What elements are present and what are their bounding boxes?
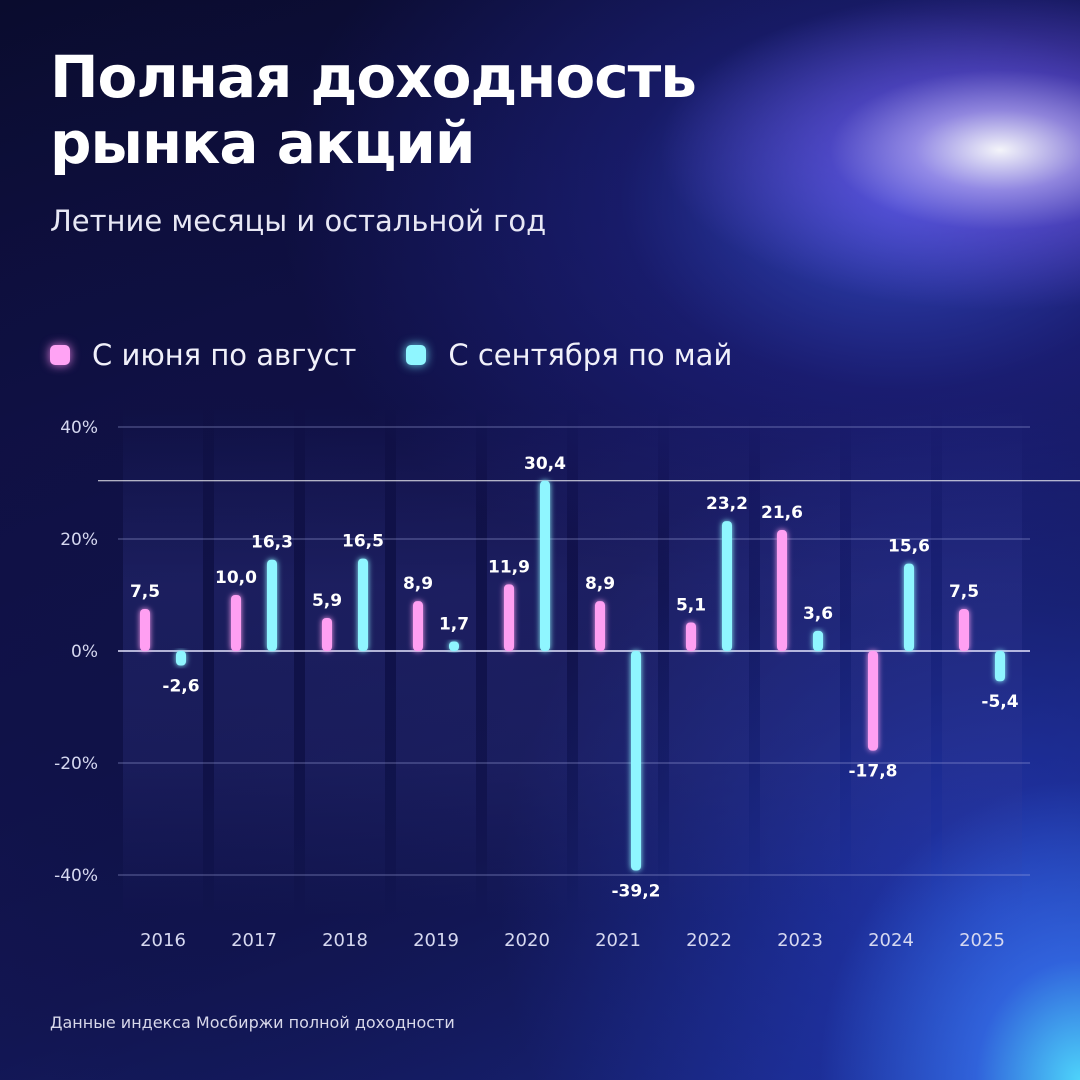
data-labels: 7,5 -2,6 10,0 16,3 5,9 16,5 8,9 1,7 11,9 30,4 8,9 -… <box>130 454 1019 902</box>
data-label-rest-2022: 23,2 <box>706 494 748 514</box>
bar-rest-2021 <box>631 651 641 871</box>
x-tick-label: 2019 <box>413 930 459 951</box>
data-label-summer-2023: 21,6 <box>761 503 803 523</box>
bar-summer-2024 <box>868 651 878 751</box>
column-background <box>396 407 476 915</box>
column-background <box>578 407 658 915</box>
x-tick-label: 2022 <box>686 930 732 951</box>
column-background <box>123 407 203 915</box>
x-tick-label: 2025 <box>959 930 1005 951</box>
legend-item-summer: С июня по август <box>50 338 356 372</box>
x-tick-label: 2017 <box>231 930 277 951</box>
x-tick-label: 2021 <box>595 930 641 951</box>
bar-summer-2017 <box>231 595 241 651</box>
legend-swatch-rest <box>406 345 427 365</box>
column-background <box>851 407 931 915</box>
title-line-2: рынка акций <box>50 109 476 177</box>
y-axis: 40% 20% 0% -20% -40% <box>54 418 98 886</box>
bar-summer-2025 <box>959 609 969 651</box>
bar-rest-2019 <box>449 641 459 651</box>
column-backgrounds <box>123 407 1022 915</box>
column-background <box>214 407 294 915</box>
legend-swatch-summer <box>50 345 70 365</box>
data-label-summer-2017: 10,0 <box>215 568 257 588</box>
data-label-rest-2020: 30,4 <box>524 454 566 474</box>
data-label-summer-2024: -17,8 <box>849 762 898 782</box>
bar-rest-2022 <box>722 521 732 651</box>
x-tick-label: 2016 <box>140 930 186 951</box>
bar-summer-2016 <box>140 609 150 651</box>
bars <box>140 480 1005 871</box>
legend-item-rest: С сентября по май <box>406 338 732 372</box>
column-background <box>669 407 749 915</box>
bar-rest-2016 <box>176 651 186 666</box>
data-label-rest-2024: 15,6 <box>888 537 930 557</box>
column-background <box>942 407 1022 915</box>
x-tick-label: 2020 <box>504 930 550 951</box>
column-background <box>760 407 840 915</box>
column-background <box>487 407 567 915</box>
bar-rest-2025 <box>995 651 1005 682</box>
bar-summer-2018 <box>322 617 332 651</box>
bar-rest-2024 <box>904 563 914 651</box>
bar-rest-2017 <box>267 559 277 651</box>
data-label-rest-2021: -39,2 <box>612 882 661 902</box>
x-tick-label: 2018 <box>322 930 368 951</box>
data-label-rest-2016: -2,6 <box>162 677 199 697</box>
data-label-summer-2019: 8,9 <box>403 574 433 594</box>
data-label-summer-2025: 7,5 <box>949 582 979 602</box>
legend-label-rest: С сентября по май <box>448 338 733 372</box>
x-tick-label: 2024 <box>868 930 914 951</box>
bar-rest-2018 <box>358 558 368 651</box>
gridlines <box>118 426 1030 876</box>
bar-summer-2021 <box>595 601 605 651</box>
bar-rest-2023 <box>813 630 823 651</box>
data-label-rest-2019: 1,7 <box>439 614 469 634</box>
x-tick-label: 2023 <box>777 930 823 951</box>
data-label-summer-2016: 7,5 <box>130 582 160 602</box>
data-label-summer-2020: 11,9 <box>488 557 530 577</box>
legend-label-summer: С июня по август <box>92 338 357 372</box>
y-tick-label: 40% <box>60 418 98 438</box>
data-label-rest-2023: 3,6 <box>803 604 833 624</box>
y-tick-label: -20% <box>54 754 98 774</box>
data-label-summer-2021: 8,9 <box>585 574 615 594</box>
data-label-summer-2018: 5,9 <box>312 591 342 611</box>
bar-summer-2019 <box>413 601 423 651</box>
chart-title: Полная доходность рынка акций <box>50 43 697 177</box>
bar-summer-2020 <box>504 584 514 651</box>
data-label-rest-2018: 16,5 <box>342 532 384 552</box>
y-tick-label: -40% <box>54 866 98 886</box>
bar-summer-2023 <box>777 530 787 651</box>
y-tick-label: 20% <box>60 530 98 550</box>
source-note: Данные индекса Мосбиржи полной доходност… <box>50 1013 455 1032</box>
title-line-1: Полная доходность <box>50 43 697 111</box>
data-label-rest-2025: -5,4 <box>981 692 1018 712</box>
chart-legend: С июня по август С сентября по май <box>50 338 782 372</box>
data-label-summer-2022: 5,1 <box>676 595 706 615</box>
y-tick-label: 0% <box>71 642 98 662</box>
x-axis: 2016 2017 2018 2019 2020 2021 2022 2023 2024 2025 <box>140 930 1005 951</box>
column-background <box>305 407 385 915</box>
chart-subtitle: Летние месяцы и остальной год <box>50 204 547 238</box>
bar-summer-2022 <box>686 622 696 651</box>
data-label-rest-2017: 16,3 <box>251 533 293 553</box>
bar-rest-2020 <box>540 480 550 651</box>
